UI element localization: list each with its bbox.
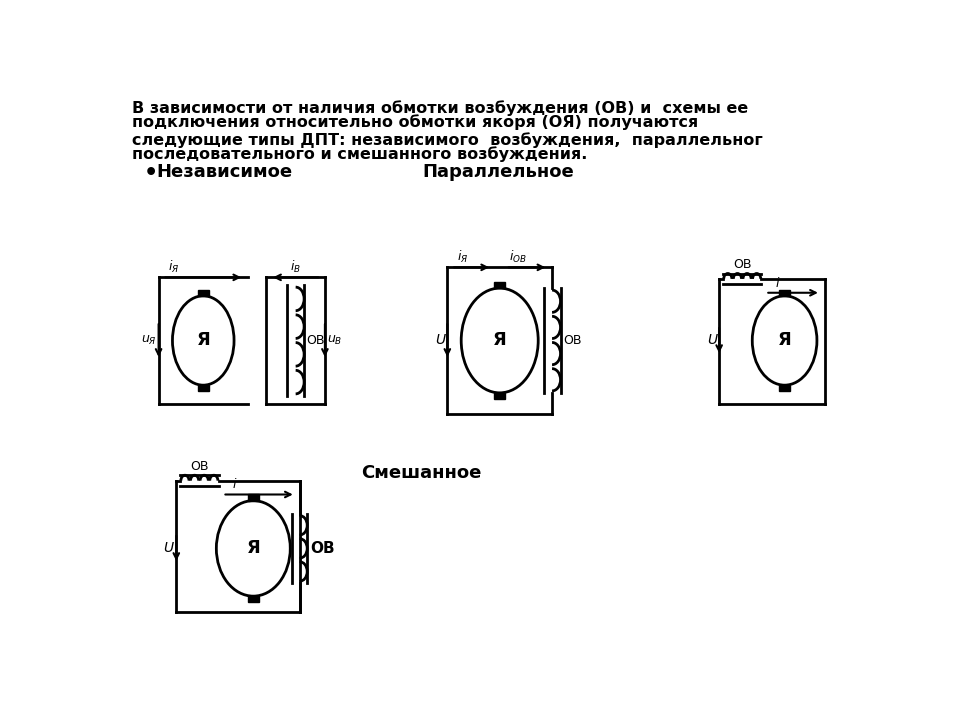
Text: $u_Я$: $u_Я$: [140, 334, 156, 347]
Bar: [780, 289, 790, 296]
Text: ОВ: ОВ: [563, 334, 582, 347]
Bar: [198, 385, 208, 391]
Text: i: i: [776, 276, 779, 289]
Text: $i_Я$: $i_Я$: [457, 249, 468, 265]
Text: U: U: [163, 541, 173, 555]
Text: Я: Я: [492, 331, 507, 349]
Text: подключения относительно обмотки якоря (ОЯ) получаются: подключения относительно обмотки якоря (…: [132, 114, 698, 130]
Text: $i_{ОВ}$: $i_{ОВ}$: [509, 249, 527, 265]
Bar: [248, 495, 258, 500]
Text: ОВ: ОВ: [733, 258, 752, 271]
Text: U: U: [707, 333, 717, 348]
Text: следующие типы ДПТ: независимого  возбуждения,  параллельног: следующие типы ДПТ: независимого возбужд…: [132, 132, 762, 148]
Text: Я: Я: [197, 331, 210, 349]
Text: Независимое: Независимое: [156, 163, 293, 181]
Text: Параллельное: Параллельное: [422, 163, 574, 181]
Bar: [198, 289, 208, 296]
Bar: [780, 385, 790, 391]
Text: Смешанное: Смешанное: [361, 464, 482, 482]
Text: ОВ: ОВ: [190, 460, 208, 473]
Text: ОВ: ОВ: [306, 334, 324, 347]
Bar: [248, 596, 258, 603]
Text: U: U: [435, 333, 445, 348]
Text: $i_В$: $i_В$: [290, 259, 301, 275]
Text: последовательного и смешанного возбуждения.: последовательного и смешанного возбужден…: [132, 146, 587, 162]
Text: Я: Я: [247, 539, 260, 557]
Bar: [494, 393, 505, 399]
Text: Я: Я: [778, 331, 791, 349]
Text: $i_Я$: $i_Я$: [168, 259, 180, 275]
Text: i: i: [232, 477, 236, 490]
Bar: [494, 282, 505, 288]
Text: ОВ: ОВ: [310, 541, 335, 556]
Text: •: •: [144, 163, 158, 184]
Text: В зависимости от наличия обмотки возбуждения (ОВ) и  схемы ее: В зависимости от наличия обмотки возбужд…: [132, 100, 748, 116]
Text: $u_В$: $u_В$: [327, 334, 343, 347]
